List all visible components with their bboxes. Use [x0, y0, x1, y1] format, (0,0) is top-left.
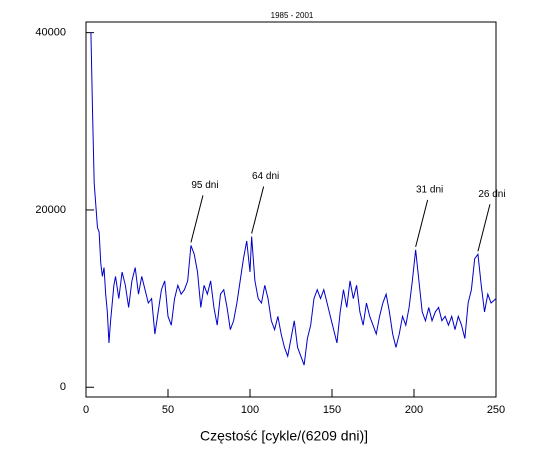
x-tick-label: 50	[162, 404, 174, 416]
x-tick-label: 250	[487, 404, 505, 416]
x-tick-label: 150	[323, 404, 341, 416]
chart-title: 1985 - 2001	[271, 11, 314, 20]
x-tick-label: 200	[405, 404, 423, 416]
annotation-line	[415, 199, 429, 247]
annotation: 26 dni	[478, 189, 505, 200]
x-tick-label: 0	[83, 404, 89, 416]
annotation-line	[251, 186, 265, 234]
x-axis-label: Częstość [cykle/(6209 dni)]	[200, 428, 368, 444]
annotation: 64 dni	[252, 171, 279, 182]
annotation-line	[477, 204, 491, 252]
annotation: 31 dni	[416, 184, 443, 195]
annotation: 95 dni	[191, 180, 218, 191]
y-tick-label: 0	[60, 381, 66, 393]
annotation-line	[190, 195, 204, 243]
x-tick-label: 100	[241, 404, 259, 416]
y-tick-label: 20000	[35, 204, 66, 216]
y-tick-label: 40000	[35, 27, 66, 39]
data-line	[90, 32, 497, 366]
